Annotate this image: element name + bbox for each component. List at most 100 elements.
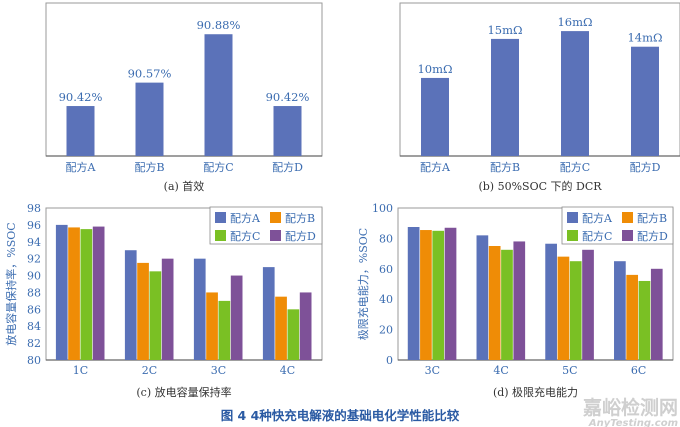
bar (476, 235, 489, 360)
x-tick-label: 3C (211, 364, 226, 377)
y-axis-label: 放电容量保持率，%SOC (4, 222, 18, 345)
bar (218, 300, 231, 360)
legend-label: 配方B (637, 211, 667, 225)
bar (582, 249, 594, 360)
legend-swatch (215, 212, 226, 223)
legend-box (209, 206, 323, 245)
data-label: 15mΩ (487, 23, 522, 37)
bar (124, 250, 137, 360)
legend-swatch (270, 212, 281, 223)
bar (614, 261, 626, 360)
legend-swatch (567, 212, 578, 223)
y-tick-label: 40 (379, 293, 393, 306)
bar (513, 241, 526, 360)
x-tick-label: 4C (493, 364, 508, 377)
bar (631, 46, 659, 156)
bar (407, 227, 420, 360)
bar (206, 292, 218, 360)
x-tick-label: 4C (280, 364, 295, 377)
legend-swatch (270, 230, 281, 241)
y-tick-label: 60 (379, 263, 393, 276)
legend-box (561, 206, 674, 245)
subfigure-caption: (a) 首效 (164, 179, 205, 193)
figure-caption: 图 4 4种快充电解液的基础电化学性能比较 (221, 408, 460, 423)
bar (569, 261, 582, 360)
chart-a: 配方A 配方B 配方C 配方D 90.42% 90.57% 90.88% 90.42% (a) … (45, 2, 323, 193)
bar (299, 292, 312, 360)
x-tick-label: 2C (142, 364, 157, 377)
y-tick-label: 100 (372, 202, 393, 215)
x-tick-label: 配方A (420, 160, 451, 174)
y-axis-label: 极限充电能力，%SOC (356, 228, 370, 340)
x-tick-label: 配方C (560, 160, 590, 174)
legend-label: 配方C (230, 229, 260, 243)
y-tick-label: 0 (386, 354, 393, 367)
bar (92, 226, 105, 360)
bar (193, 258, 206, 360)
x-tick-label: 5C (562, 364, 577, 377)
bar (68, 227, 80, 360)
y-tick-label: 20 (379, 324, 393, 337)
bar (55, 224, 68, 360)
bar (273, 106, 302, 156)
bar (137, 262, 149, 360)
data-label: 90.42% (266, 90, 310, 104)
legend-swatch (622, 230, 633, 241)
y-tick-label: 80 (27, 354, 41, 367)
x-tick-label: 1C (73, 364, 88, 377)
watermark-logo-text: AnyTesting.com (588, 418, 678, 427)
x-tick-label: 3C (425, 364, 440, 377)
legend-label: 配方D (285, 229, 316, 243)
bar (444, 227, 457, 360)
data-label: 10mΩ (417, 62, 452, 76)
bar (80, 229, 93, 360)
legend-label: 配方A (230, 211, 261, 225)
x-tick-label: 配方D (630, 160, 661, 174)
y-tick-label: 98 (27, 202, 41, 215)
bar (420, 230, 432, 360)
y-tick-label: 96 (27, 219, 41, 232)
legend-swatch (567, 230, 578, 241)
bar (501, 249, 513, 360)
x-tick-label: 配方B (490, 160, 520, 174)
subfigure-caption: (c) 放电容量保持率 (136, 385, 231, 399)
y-tick-label: 90 (27, 270, 41, 283)
legend-swatch (215, 230, 226, 241)
data-label: 90.88% (197, 18, 241, 32)
bar (262, 267, 275, 360)
x-tick-label: 配方D (272, 160, 303, 174)
bar (161, 258, 174, 360)
bar (135, 82, 164, 156)
y-tick-label: 80 (379, 232, 393, 245)
y-tick-label: 82 (27, 337, 41, 350)
legend: 配方A 配方B 配方C 配方D (209, 206, 323, 245)
bar (287, 309, 300, 360)
bar (650, 268, 663, 360)
bar (638, 280, 651, 360)
y-tick-label: 92 (27, 253, 41, 266)
y-tick-label: 86 (27, 303, 41, 316)
bar (204, 34, 233, 157)
bar (230, 275, 243, 360)
x-tick-label: 配方B (134, 160, 164, 174)
legend-label: 配方C (582, 229, 612, 243)
data-label: 14mΩ (627, 31, 662, 45)
y-tick-label: 94 (27, 236, 41, 249)
legend-label: 配方A (582, 211, 613, 225)
x-tick-label: 6C (631, 364, 646, 377)
bar (488, 246, 501, 360)
x-tick-label: 配方C (203, 160, 233, 174)
y-tick-label: 88 (27, 286, 41, 299)
bar (557, 256, 570, 360)
legend-swatch (622, 212, 633, 223)
watermark-logo: 嘉峪检测网 (582, 396, 678, 419)
legend: 配方A 配方B 配方C 配方D (561, 206, 674, 245)
bar (491, 38, 519, 156)
bar (626, 274, 639, 360)
subfigure-caption: (d) 极限充电能力 (493, 385, 578, 399)
bar (66, 106, 95, 156)
bar (275, 296, 287, 360)
